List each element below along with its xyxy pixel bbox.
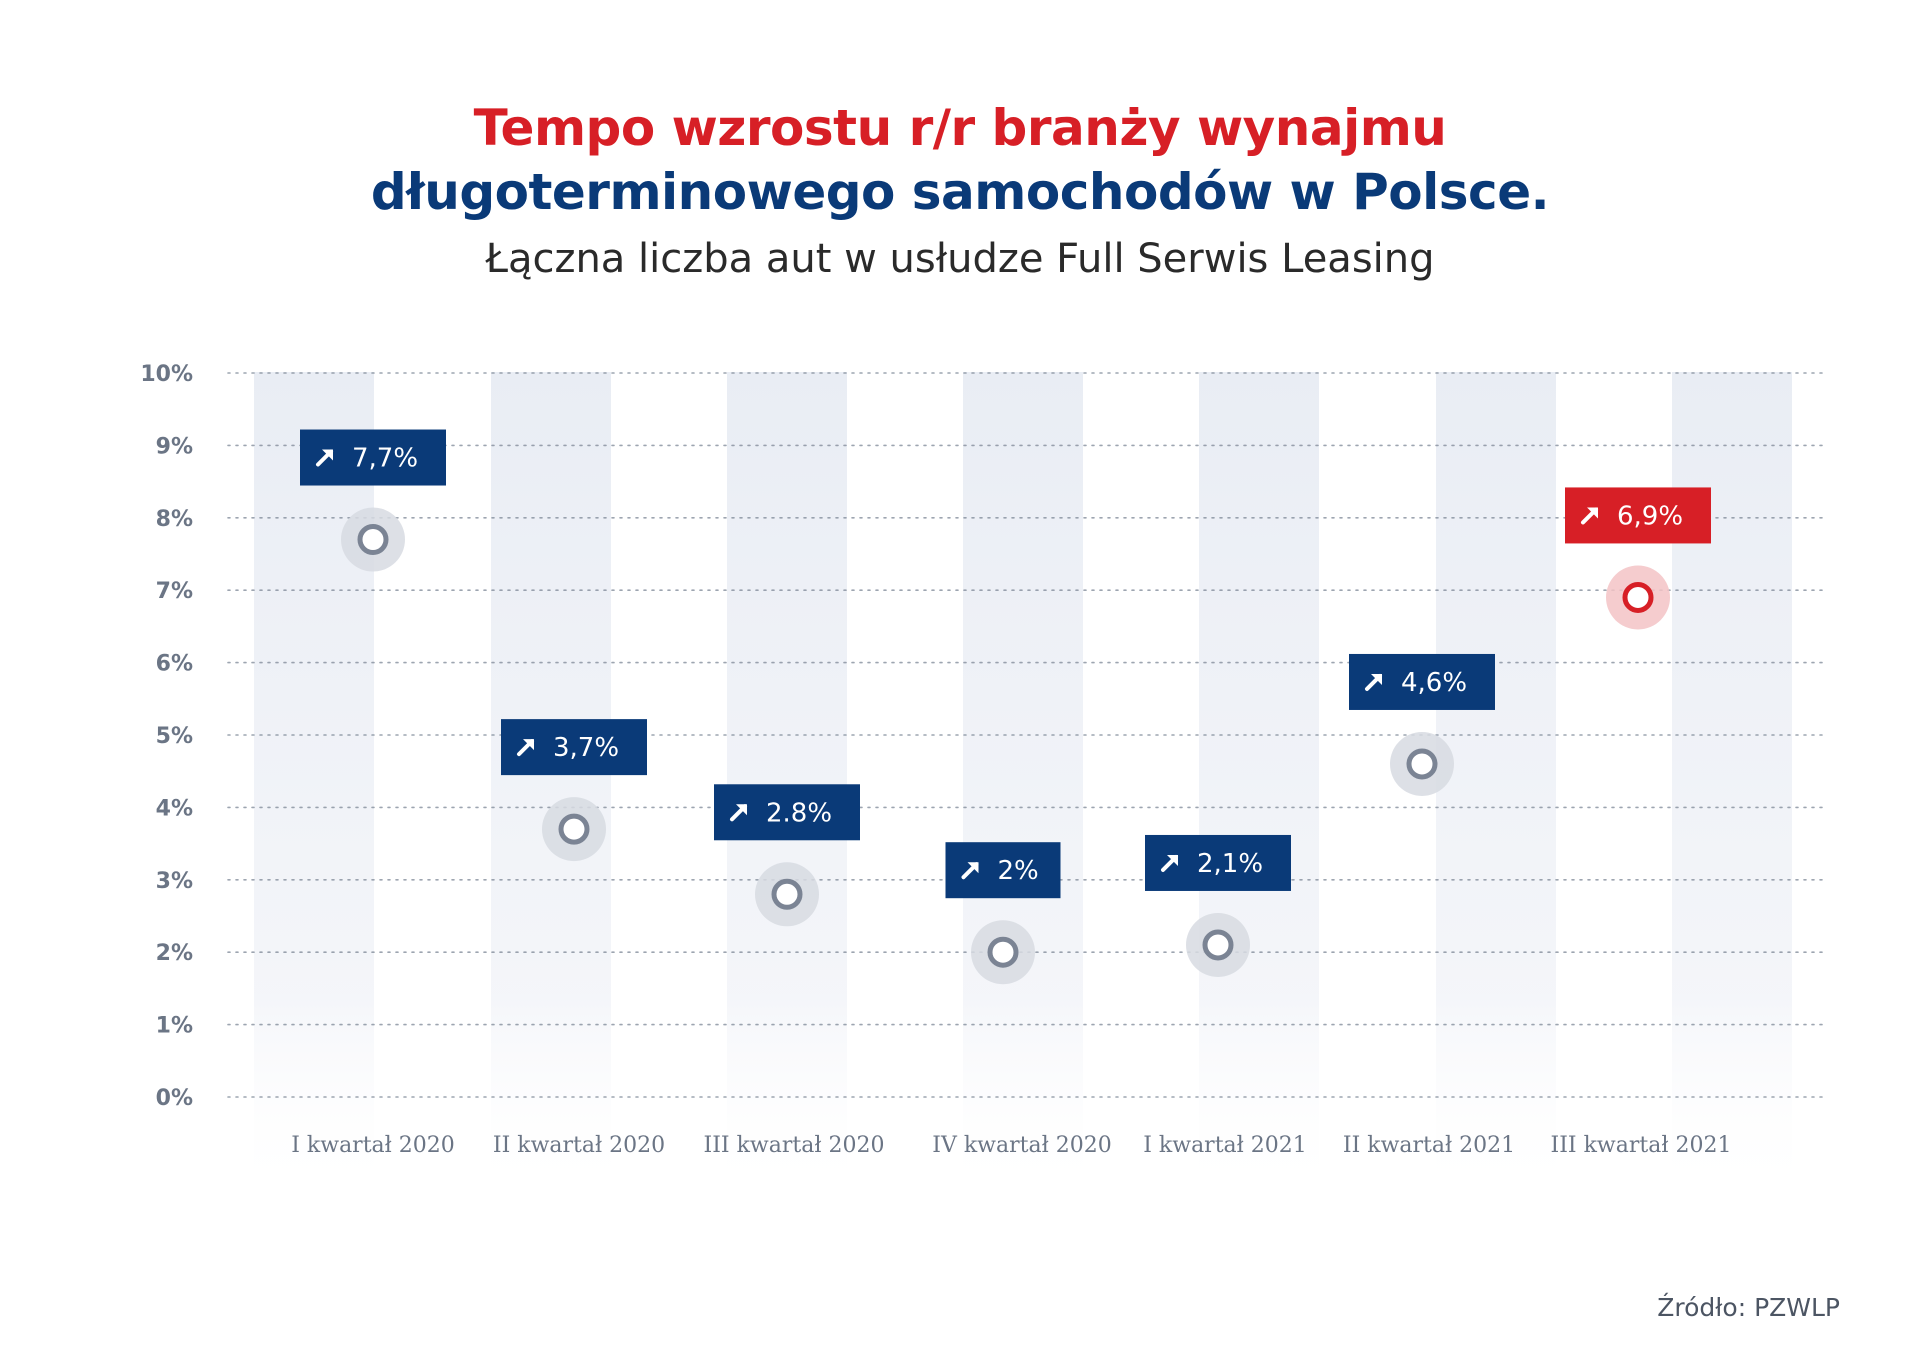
arrow-up-right-icon (316, 449, 333, 467)
x-tick-label: I kwartał 2021 (1143, 1133, 1307, 1158)
lollipop-6: 4,6% (1349, 653, 1495, 1097)
data-label: 7,7% (352, 444, 418, 474)
data-label-box (945, 842, 1061, 899)
arrow-up-right-icon (1581, 507, 1598, 525)
lollipop-4: 2% (945, 842, 1061, 1097)
y-grid (227, 372, 1823, 1098)
y-tick-label: 6% (156, 652, 193, 677)
arrow-up-right-icon (961, 862, 979, 880)
arrow-up-right-icon (1161, 854, 1178, 872)
x-tick-label: III kwartał 2020 (704, 1133, 885, 1158)
x-tick-label: II kwartał 2021 (1343, 1133, 1515, 1158)
y-tick-label: 5% (156, 724, 193, 749)
y-tick-label: 8% (156, 507, 193, 532)
lollipop-point (558, 813, 590, 845)
arrow-up-right-icon (517, 739, 534, 757)
data-label: 3,7% (553, 733, 619, 763)
lollipop-point (771, 878, 803, 910)
arrow-up-right-icon (730, 804, 747, 822)
y-tick-label: 2% (156, 941, 193, 966)
chart-title-line-2: długoterminowego samochodów w Polsce. (370, 163, 1550, 221)
lollipop-1: 7,7% (300, 429, 446, 1097)
data-label: 6,9% (1617, 501, 1683, 531)
y-tick-label: 0% (156, 1086, 193, 1111)
data-label: 2% (998, 856, 1039, 886)
chart-header: Tempo wzrostu r/r branży wynajmu długote… (0, 96, 1920, 284)
source-note: Źródło: PZWLP (1657, 1293, 1840, 1322)
y-tick-label: 9% (156, 434, 193, 459)
background-band (254, 372, 374, 1200)
lollipop-point (1202, 929, 1234, 961)
y-tick-label: 1% (156, 1014, 193, 1039)
y-tick-label: 7% (156, 579, 193, 604)
lollipop-point (1622, 581, 1654, 613)
data-label: 4,6% (1401, 668, 1467, 698)
lollipop-marks: 7,7% 3,7% 2.8% 2% 2,1% 4,6% 6,9% (300, 429, 1711, 1097)
background-band (963, 372, 1083, 1200)
x-tick-label: II kwartał 2020 (493, 1133, 665, 1158)
background-band (1436, 372, 1556, 1200)
x-tick-label: III kwartał 2021 (1551, 1133, 1732, 1158)
x-tick-label: I kwartał 2020 (291, 1133, 455, 1158)
y-tick-label: 10% (140, 362, 193, 387)
x-axis-tick-labels: I kwartał 2020 II kwartał 2020 III kwartał… (291, 1133, 1731, 1158)
lollipop-point (357, 524, 389, 556)
chart-subtitle: Łączna liczba aut w usłudze Full Serwis … (485, 236, 1435, 282)
lollipop-2: 3,7% (501, 719, 647, 1097)
lollipop-5: 2,1% (1145, 834, 1291, 1097)
data-label: 2.8% (766, 798, 832, 828)
chart-title-line-1: Tempo wzrostu r/r branży wynajmu (473, 99, 1447, 157)
y-tick-label: 3% (156, 869, 193, 894)
lollipop-point (987, 936, 1019, 968)
data-label: 2,1% (1197, 849, 1263, 879)
x-tick-label: IV kwartał 2020 (932, 1133, 1111, 1158)
lollipop-7: 6,9% (1565, 487, 1711, 1097)
lollipop-point (1406, 748, 1438, 780)
y-axis-tick-labels: 0% 1% 2% 3% 4% 5% 6% 7% 8% 9% 10% (140, 362, 193, 1111)
lollipop-3: 2.8% (714, 784, 860, 1097)
arrow-up-right-icon (1365, 673, 1382, 691)
background-band (491, 372, 611, 1200)
background-bands (254, 372, 1792, 1200)
y-tick-label: 4% (156, 796, 193, 821)
